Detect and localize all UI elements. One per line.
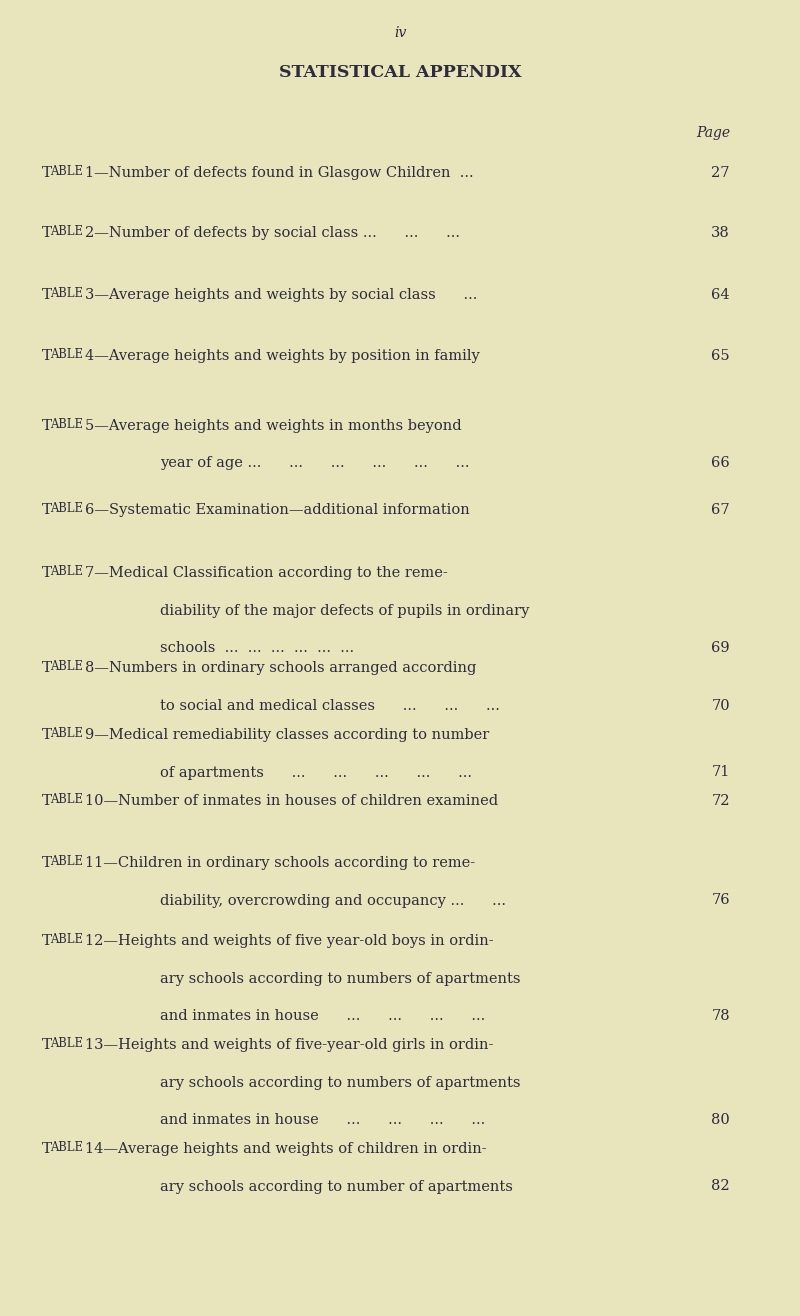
Text: ABLE: ABLE	[50, 164, 83, 178]
Text: diability of the major defects of pupils in ordinary: diability of the major defects of pupils…	[160, 604, 530, 617]
Text: 64: 64	[711, 288, 730, 301]
Text: 78: 78	[711, 1009, 730, 1023]
Text: 13—Heights and weights of five-year-old girls in ordin-: 13—Heights and weights of five-year-old …	[85, 1038, 494, 1051]
Text: T: T	[42, 226, 52, 240]
Text: T: T	[42, 661, 52, 675]
Text: ABLE: ABLE	[50, 661, 83, 672]
Text: 66: 66	[711, 457, 730, 471]
Text: 70: 70	[711, 699, 730, 712]
Text: 10—Number of inmates in houses of children examined: 10—Number of inmates in houses of childr…	[85, 794, 498, 808]
Text: 82: 82	[711, 1179, 730, 1194]
Text: 67: 67	[711, 503, 730, 517]
Text: 80: 80	[711, 1113, 730, 1126]
Text: diability, overcrowding and occupancy ...      ...: diability, overcrowding and occupancy ..…	[160, 894, 506, 908]
Text: ABLE: ABLE	[50, 1141, 83, 1154]
Text: ABLE: ABLE	[50, 565, 83, 578]
Text: and inmates in house      ...      ...      ...      ...: and inmates in house ... ... ... ...	[160, 1009, 486, 1023]
Text: T: T	[42, 166, 52, 180]
Text: 69: 69	[711, 641, 730, 655]
Text: ABLE: ABLE	[50, 794, 83, 805]
Text: T: T	[42, 1038, 52, 1051]
Text: T: T	[42, 855, 52, 870]
Text: ABLE: ABLE	[50, 1037, 83, 1050]
Text: iv: iv	[394, 26, 406, 39]
Text: ABLE: ABLE	[50, 418, 83, 432]
Text: ABLE: ABLE	[50, 347, 83, 361]
Text: 71: 71	[712, 766, 730, 779]
Text: 3—Average heights and weights by social class      ...: 3—Average heights and weights by social …	[85, 288, 478, 301]
Text: 11—Children in ordinary schools according to reme-: 11—Children in ordinary schools accordin…	[85, 855, 475, 870]
Text: 72: 72	[711, 794, 730, 808]
Text: T: T	[42, 349, 52, 363]
Text: 12—Heights and weights of five year-old boys in ordin-: 12—Heights and weights of five year-old …	[85, 934, 494, 948]
Text: 38: 38	[711, 226, 730, 240]
Text: 27: 27	[711, 166, 730, 180]
Text: ary schools according to numbers of apartments: ary schools according to numbers of apar…	[160, 971, 521, 986]
Text: ary schools according to numbers of apartments: ary schools according to numbers of apar…	[160, 1075, 521, 1090]
Text: ABLE: ABLE	[50, 225, 83, 238]
Text: 6—Systematic Examination—additional information: 6—Systematic Examination—additional info…	[85, 503, 470, 517]
Text: T: T	[42, 728, 52, 742]
Text: ABLE: ABLE	[50, 501, 83, 515]
Text: 2—Number of defects by social class ...      ...      ...: 2—Number of defects by social class ... …	[85, 226, 460, 240]
Text: ABLE: ABLE	[50, 933, 83, 946]
Text: Page: Page	[696, 126, 730, 139]
Text: and inmates in house      ...      ...      ...      ...: and inmates in house ... ... ... ...	[160, 1113, 486, 1126]
Text: T: T	[42, 794, 52, 808]
Text: of apartments      ...      ...      ...      ...      ...: of apartments ... ... ... ... ...	[160, 766, 472, 779]
Text: 65: 65	[711, 349, 730, 363]
Text: T: T	[42, 503, 52, 517]
Text: year of age ...      ...      ...      ...      ...      ...: year of age ... ... ... ... ... ...	[160, 457, 470, 471]
Text: to social and medical classes      ...      ...      ...: to social and medical classes ... ... ..…	[160, 699, 500, 712]
Text: T: T	[42, 1142, 52, 1155]
Text: 7—Medical Classification according to the reme-: 7—Medical Classification according to th…	[85, 566, 448, 580]
Text: 5—Average heights and weights in months beyond: 5—Average heights and weights in months …	[85, 418, 462, 433]
Text: STATISTICAL APPENDIX: STATISTICAL APPENDIX	[278, 64, 522, 82]
Text: T: T	[42, 418, 52, 433]
Text: ary schools according to number of apartments: ary schools according to number of apart…	[160, 1179, 513, 1194]
Text: ABLE: ABLE	[50, 726, 83, 740]
Text: ABLE: ABLE	[50, 855, 83, 869]
Text: 9—Medical remediability classes according to number: 9—Medical remediability classes accordin…	[85, 728, 490, 742]
Text: T: T	[42, 566, 52, 580]
Text: schools  ...  ...  ...  ...  ...  ...: schools ... ... ... ... ... ...	[160, 641, 354, 655]
Text: 1—Number of defects found in Glasgow Children  ...: 1—Number of defects found in Glasgow Chi…	[85, 166, 474, 180]
Text: ABLE: ABLE	[50, 287, 83, 300]
Text: 76: 76	[711, 894, 730, 908]
Text: 8—Numbers in ordinary schools arranged according: 8—Numbers in ordinary schools arranged a…	[85, 661, 476, 675]
Text: 4—Average heights and weights by position in family: 4—Average heights and weights by positio…	[85, 349, 480, 363]
Text: T: T	[42, 288, 52, 301]
Text: T: T	[42, 934, 52, 948]
Text: 14—Average heights and weights of children in ordin-: 14—Average heights and weights of childr…	[85, 1142, 486, 1155]
